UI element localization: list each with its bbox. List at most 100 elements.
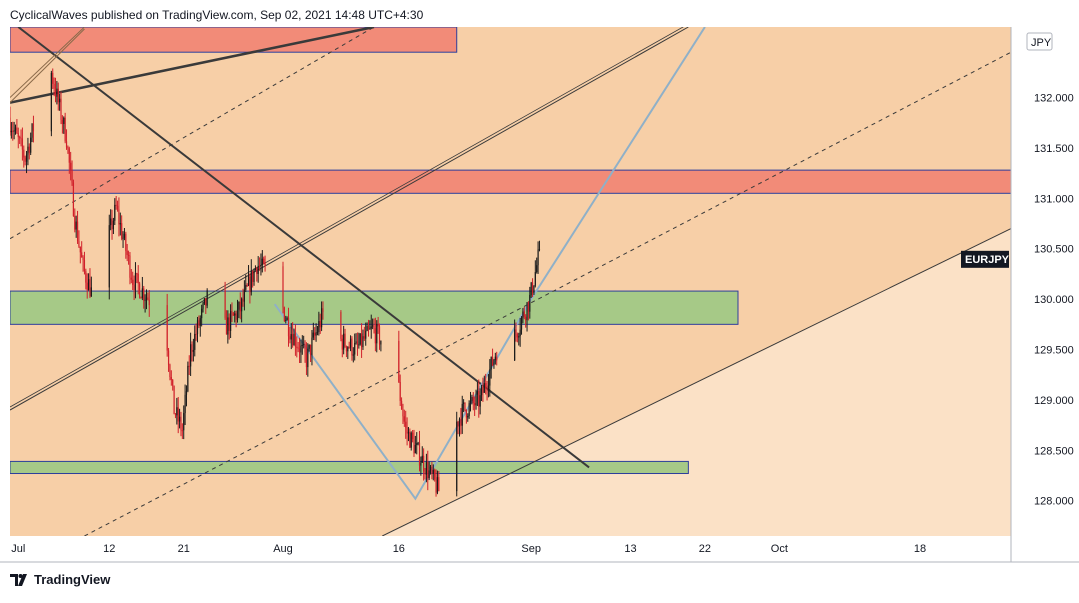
candle-body: [538, 249, 541, 251]
candle-body: [424, 471, 426, 475]
fan-line-short-2: [10, 28, 85, 103]
candle-body: [496, 356, 498, 361]
candle-body: [78, 241, 80, 247]
candle-body: [202, 303, 204, 309]
candle-body: [126, 250, 128, 255]
candle-body: [282, 266, 284, 308]
candle-body: [52, 72, 54, 84]
currency-badge: [1026, 32, 1053, 51]
candle-body: [194, 333, 196, 350]
candle-body: [487, 385, 490, 390]
candle-body: [341, 338, 343, 350]
candle-body: [293, 333, 295, 346]
candle-body: [10, 130, 12, 133]
candle-body: [474, 403, 476, 406]
candle-body: [420, 462, 422, 466]
candle-body: [169, 364, 171, 377]
candle-body: [469, 401, 472, 404]
candle-body: [294, 333, 297, 347]
candle-body: [50, 72, 52, 132]
candle-body: [190, 344, 192, 367]
candle-body: [89, 279, 91, 297]
candle-body: [359, 333, 361, 345]
candle-body: [231, 310, 233, 314]
candle-body: [247, 276, 250, 286]
candle-body: [483, 383, 485, 393]
candle-body: [352, 354, 354, 356]
candle-body: [252, 270, 254, 282]
candle-body: [129, 255, 131, 278]
candle-body: [261, 258, 263, 266]
candle-body: [249, 276, 251, 293]
candle-body: [225, 317, 228, 335]
candle-body: [410, 432, 412, 448]
candle-body: [399, 381, 401, 401]
candle-body: [236, 309, 239, 320]
candle-body: [144, 299, 146, 301]
currency-label: JPY: [1031, 37, 1052, 49]
candle-body: [286, 317, 288, 321]
candle-body: [140, 297, 142, 299]
candle-body: [67, 147, 69, 149]
candle-body: [438, 477, 440, 492]
candle-body: [23, 149, 25, 158]
candle-body: [196, 320, 199, 334]
candle-body: [12, 130, 14, 132]
candle-body: [435, 479, 437, 493]
x-tick-label: Oct: [771, 543, 788, 555]
candle-body: [198, 320, 200, 326]
x-tick-label: 13: [624, 543, 636, 555]
candle-body: [82, 257, 84, 261]
candle-body: [412, 432, 414, 440]
candle-body: [63, 117, 65, 124]
candle-body: [296, 346, 298, 348]
upper-fan-line: [10, 27, 375, 104]
candle-body: [434, 469, 436, 480]
candle-body: [14, 127, 17, 131]
candle-body: [305, 352, 308, 368]
candle-body: [354, 343, 356, 355]
candle-body: [403, 416, 405, 422]
candle-body: [457, 421, 459, 427]
channel-mid-dashed-upper: [10, 27, 375, 240]
candle-body: [418, 442, 421, 466]
x-tick-label: Jul: [11, 543, 25, 555]
candle-body: [224, 290, 226, 318]
candle-body: [205, 298, 207, 306]
brand-label: TradingView: [34, 572, 111, 587]
candle-body: [121, 223, 123, 239]
candle-body: [72, 182, 75, 216]
candle-body: [264, 263, 266, 267]
candle-body: [318, 321, 320, 332]
candle-body: [195, 333, 197, 335]
candle-body: [531, 282, 534, 294]
candle-body: [478, 391, 480, 407]
candle-body: [132, 279, 134, 285]
y-tick-label: 130.500: [1034, 244, 1074, 256]
candle-body: [28, 146, 30, 153]
candle-body: [86, 282, 88, 291]
candle-body: [238, 301, 240, 310]
y-tick-label: 131.000: [1034, 193, 1074, 205]
candle-body: [367, 326, 370, 330]
candle-body: [134, 273, 137, 291]
x-tick-label: 18: [914, 543, 926, 555]
price-axis-panel: [1011, 27, 1073, 536]
candle-body: [64, 117, 66, 142]
candle-body: [172, 379, 174, 386]
candle-body: [429, 466, 432, 471]
candle-body: [432, 469, 434, 474]
candle-body: [479, 395, 481, 407]
candle-body: [366, 326, 368, 331]
resistance-zone: [10, 169, 1011, 194]
candle-body: [515, 329, 517, 335]
candle-body: [17, 133, 19, 138]
candle-body: [417, 442, 419, 444]
candle-body: [407, 431, 410, 434]
footer-branding[interactable]: TradingView: [10, 572, 110, 587]
channel-upper: [10, 27, 689, 411]
x-tick-label: Sep: [521, 543, 541, 555]
candle-body: [167, 350, 170, 365]
